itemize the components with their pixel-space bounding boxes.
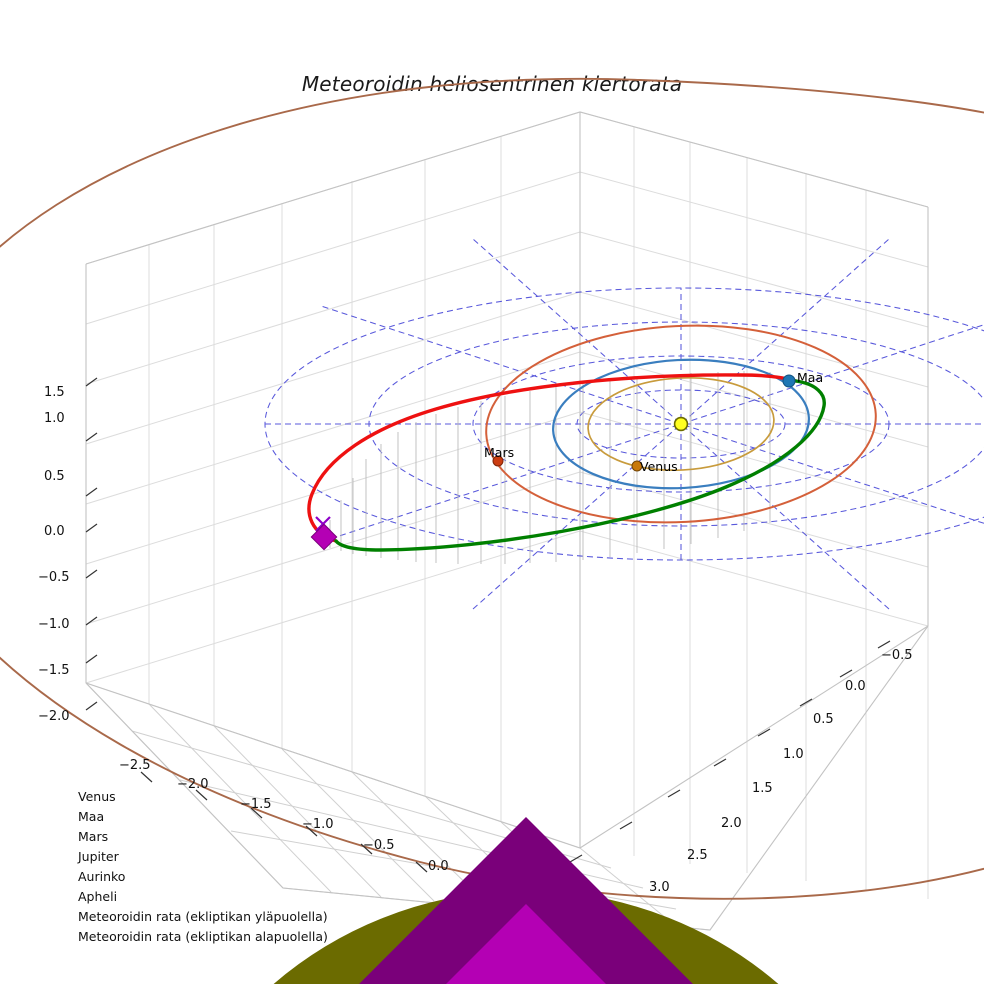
legend-label-apheli: Apheli: [78, 888, 118, 904]
earth-orbit: [552, 358, 810, 490]
z-tick: −1.0: [38, 617, 70, 632]
legend-label-orbit-above: Meteoroidin rata (ekliptikan yläpuolella…: [78, 908, 328, 924]
x-tick: −2.5: [119, 758, 151, 773]
legend-label-mars: Mars: [78, 828, 109, 844]
legend-label-maa: Maa: [78, 808, 105, 824]
legend-label-orbit-below: Meteoroidin rata (ekliptikan alapuolella…: [78, 928, 328, 944]
mars-marker: [492, 455, 504, 467]
z-tick: 0.0: [44, 524, 65, 539]
y-tick: 1.0: [783, 747, 804, 762]
z-tick: 1.0: [44, 411, 65, 426]
earth-marker: [782, 374, 796, 388]
legend: Venus Maa Mars Jupiter Aurinko: [34, 786, 984, 984]
x-tick: −2.0: [177, 777, 209, 792]
x-tick: −0.5: [363, 838, 395, 853]
orbit-droplines: [321, 371, 771, 564]
page-title: Meteoroidin heliosentrinen kiertorata: [301, 72, 683, 96]
x-tick: −1.5: [240, 797, 272, 812]
earth-label: Maa: [797, 370, 824, 385]
legend-label-aurinko: Aurinko: [78, 868, 126, 884]
y-tick: 3.0: [649, 880, 670, 895]
z-tick: 0.5: [44, 469, 65, 484]
z-tick: −2.0: [38, 709, 70, 724]
venus-marker: [631, 460, 643, 472]
z-tick: −0.5: [38, 570, 70, 585]
mars-label: Mars: [484, 445, 515, 460]
y-tick: −0.5: [881, 648, 913, 663]
x-tick: 0.0: [428, 859, 449, 874]
meteoroid-above-ecliptic: [334, 379, 826, 552]
aphelion-diamond-marker: [310, 523, 338, 551]
y-tick: 2.0: [721, 816, 742, 831]
z-tick: −1.5: [38, 663, 70, 678]
sun-marker: [673, 416, 689, 432]
legend-item-orbit-below[interactable]: Meteoroidin rata (ekliptikan alapuolella…: [34, 926, 328, 946]
venus-label: Venus: [640, 459, 678, 474]
legend-label-venus: Venus: [78, 788, 116, 804]
legend-item-orbit-above[interactable]: Meteoroidin rata (ekliptikan yläpuolella…: [34, 906, 328, 926]
left-pane-zlines: [85, 111, 581, 684]
legend-label-jupiter: Jupiter: [78, 848, 119, 864]
y-tick: 2.5: [687, 848, 708, 863]
legend-item-apheli[interactable]: Apheli: [34, 817, 984, 984]
y-tick: 0.5: [813, 712, 834, 727]
left-pane-gridlines: [85, 112, 581, 848]
y-tick: 1.5: [752, 781, 773, 796]
mars-orbit: [485, 324, 877, 524]
z-tick: 1.5: [44, 385, 65, 400]
y-tick: 0.0: [845, 679, 866, 694]
x-tick: −1.0: [302, 817, 334, 832]
jupiter-orbit-lower: [0, 656, 984, 900]
jupiter-orbit: [0, 77, 984, 248]
meteoroid-orbit: [307, 373, 826, 552]
body-markers: [310, 374, 796, 551]
planet-orbits: [0, 77, 984, 900]
venus-orbit: [587, 376, 775, 472]
meteoroid-below-ecliptic: [307, 373, 798, 543]
